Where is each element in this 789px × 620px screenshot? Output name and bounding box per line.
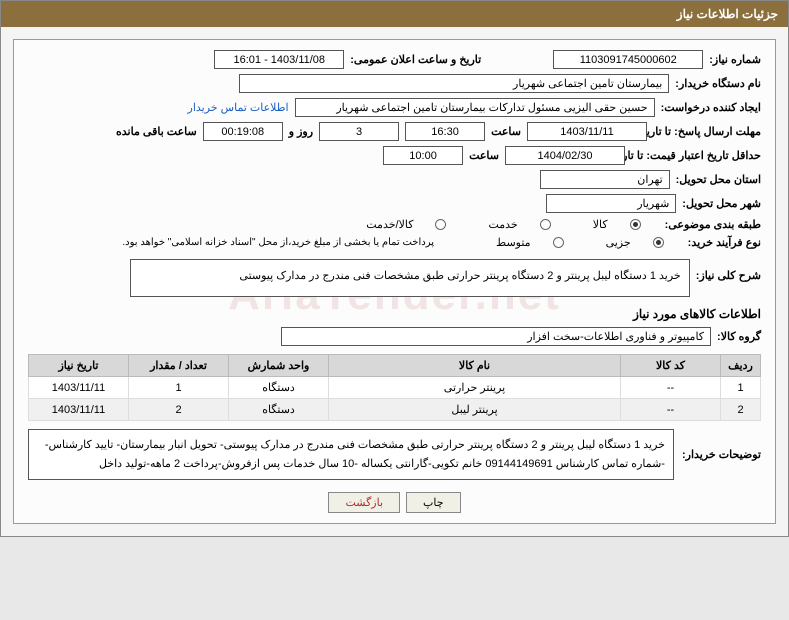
deadline-time-field: 16:30	[405, 122, 485, 141]
purchase-type-label: نوع فرآیند خرید:	[688, 236, 761, 249]
table-cell: دستگاه	[229, 399, 329, 421]
table-row: 2--پرینتر لیبلدستگاه21403/11/11	[29, 399, 761, 421]
deadline-label: مهلت ارسال پاسخ: تا تاریخ:	[653, 125, 761, 138]
general-desc-field: خرید 1 دستگاه لیبل پرینتر و 2 دستگاه پری…	[130, 259, 690, 297]
validity-time-field: 10:00	[383, 146, 463, 165]
table-cell: پرینتر حرارتی	[329, 377, 621, 399]
goods-group-label: گروه کالا:	[717, 330, 761, 343]
window-title: جزئیات اطلاعات نیاز	[1, 1, 788, 27]
purchase-note: پرداخت تمام یا بخشی از مبلغ خرید،از محل …	[122, 237, 434, 248]
time-label-2: ساعت	[469, 149, 499, 162]
radio-goods-label: کالا	[593, 218, 608, 231]
th-name: نام کالا	[329, 355, 621, 377]
radio-icon	[653, 237, 664, 248]
table-cell: 2	[129, 399, 229, 421]
th-qty: تعداد / مقدار	[129, 355, 229, 377]
radio-goods[interactable]: کالا	[575, 218, 641, 231]
radio-service-label: خدمت	[488, 218, 517, 231]
th-date: تاریخ نیاز	[29, 355, 129, 377]
province-label: استان محل تحویل:	[676, 173, 761, 186]
buyer-contact-link[interactable]: اطلاعات تماس خریدار	[188, 101, 289, 114]
radio-icon	[435, 219, 446, 230]
requester-label: ایجاد کننده درخواست:	[661, 101, 761, 114]
general-desc-label: شرح کلی نیاز:	[696, 259, 761, 282]
th-row: ردیف	[721, 355, 761, 377]
validity-date-field: 1404/02/30	[505, 146, 625, 165]
announce-datetime-field: 1403/11/08 - 16:01	[214, 50, 344, 69]
th-unit: واحد شمارش	[229, 355, 329, 377]
th-code: کد کالا	[621, 355, 721, 377]
table-cell: 2	[721, 399, 761, 421]
city-label: شهر محل تحویل:	[682, 197, 761, 210]
table-cell: --	[621, 377, 721, 399]
table-cell: 1403/11/11	[29, 399, 129, 421]
table-cell: --	[621, 399, 721, 421]
table-cell: دستگاه	[229, 377, 329, 399]
time-label-1: ساعت	[491, 125, 521, 138]
back-button[interactable]: بازگشت	[328, 492, 400, 513]
radio-medium-label: متوسط	[496, 236, 531, 249]
goods-table: ردیف کد کالا نام کالا واحد شمارش تعداد /…	[28, 354, 761, 421]
need-number-field: 1103091745000602	[553, 50, 703, 69]
days-label: روز و	[289, 125, 313, 138]
radio-service[interactable]: خدمت	[470, 218, 550, 231]
radio-icon	[540, 219, 551, 230]
time-remaining-field: 00:19:08	[203, 122, 283, 141]
category-label: طبقه بندی موضوعی:	[665, 218, 761, 231]
radio-medium[interactable]: متوسط	[478, 236, 564, 249]
province-field: تهران	[540, 170, 670, 189]
buyer-org-field: بیمارستان تامین اجتماعی شهریار	[239, 74, 669, 93]
validity-label: حداقل تاریخ اعتبار قیمت: تا تاریخ:	[631, 149, 761, 162]
need-number-label: شماره نیاز:	[709, 53, 761, 66]
print-button[interactable]: چاپ	[406, 492, 461, 513]
table-row: 1--پرینتر حرارتیدستگاه11403/11/11	[29, 377, 761, 399]
explain-label: توضیحات خریدار:	[682, 429, 761, 480]
radio-minor[interactable]: جزیی	[588, 236, 664, 249]
goods-group-field: کامپیوتر و فناوری اطلاعات-سخت افزار	[281, 327, 711, 346]
table-cell: 1	[721, 377, 761, 399]
radio-icon	[553, 237, 564, 248]
radio-goods-service[interactable]: کالا/خدمت	[348, 218, 446, 231]
city-field: شهریار	[546, 194, 676, 213]
radio-icon	[630, 219, 641, 230]
table-cell: 1403/11/11	[29, 377, 129, 399]
radio-minor-label: جزیی	[606, 236, 631, 249]
explain-text: خرید 1 دستگاه لیبل پرینتر و 2 دستگاه پری…	[28, 429, 674, 480]
deadline-date-field: 1403/11/11	[527, 122, 647, 141]
table-cell: 1	[129, 377, 229, 399]
table-cell: پرینتر لیبل	[329, 399, 621, 421]
announce-datetime-label: تاریخ و ساعت اعلان عمومی:	[350, 53, 481, 66]
radio-goods-service-label: کالا/خدمت	[366, 218, 413, 231]
remaining-label: ساعت باقی مانده	[116, 125, 197, 138]
requester-field: حسین حقی الیزیی مسئول تدارکات بیمارستان …	[295, 98, 655, 117]
goods-section-title: اطلاعات کالاهای مورد نیاز	[28, 307, 761, 321]
days-remaining-field: 3	[319, 122, 399, 141]
buyer-org-label: نام دستگاه خریدار:	[675, 77, 761, 90]
